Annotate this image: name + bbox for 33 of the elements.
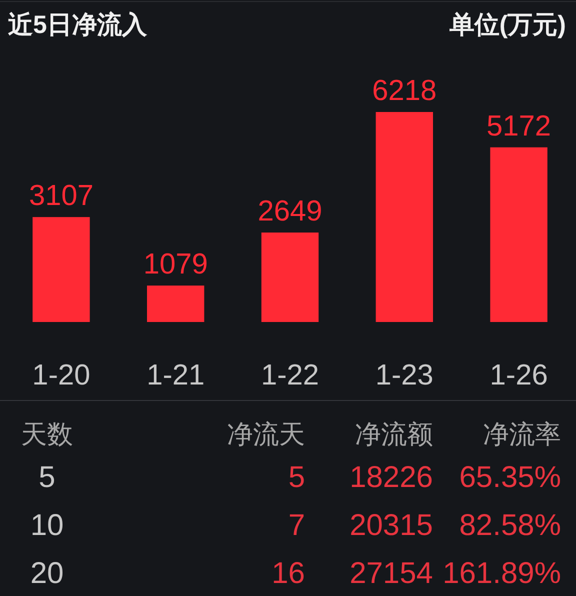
text: 20315	[350, 509, 433, 542]
text: 27154	[350, 557, 433, 590]
category-label: 净流率	[483, 419, 561, 449]
data-label: 5172	[486, 110, 552, 142]
category-label: 净流额	[355, 419, 433, 449]
text: 65.35%	[459, 461, 561, 494]
bar	[32, 217, 90, 322]
text: 82.58%	[459, 509, 561, 542]
x-tick-label: 1-21	[146, 360, 205, 392]
data-label: 2649	[258, 196, 322, 228]
data-label: 6218	[372, 75, 437, 107]
text: 16	[272, 557, 305, 590]
text: 5	[38, 461, 56, 494]
text: 18226	[350, 461, 433, 494]
chart-title: 近5日净流入	[8, 11, 148, 39]
text: 7	[288, 509, 305, 542]
bar	[261, 232, 319, 322]
bar	[490, 147, 548, 322]
x-tick-label: 1-23	[375, 360, 434, 392]
text: 161.89%	[442, 557, 561, 590]
x-tick-label: 1-26	[490, 360, 548, 392]
data-label: 3107	[28, 180, 94, 212]
text: 5	[288, 461, 305, 494]
category-label: 净流天	[227, 419, 305, 449]
bar	[147, 286, 204, 322]
text: 20	[30, 557, 64, 590]
text: 单位(万元)	[448, 11, 566, 39]
category-label: 天数	[21, 419, 73, 449]
text: 10	[30, 509, 64, 542]
x-tick-label: 1-22	[260, 360, 320, 392]
data-label: 1079	[143, 248, 208, 281]
bar	[376, 112, 433, 322]
x-tick-label: 1-20	[32, 360, 90, 392]
